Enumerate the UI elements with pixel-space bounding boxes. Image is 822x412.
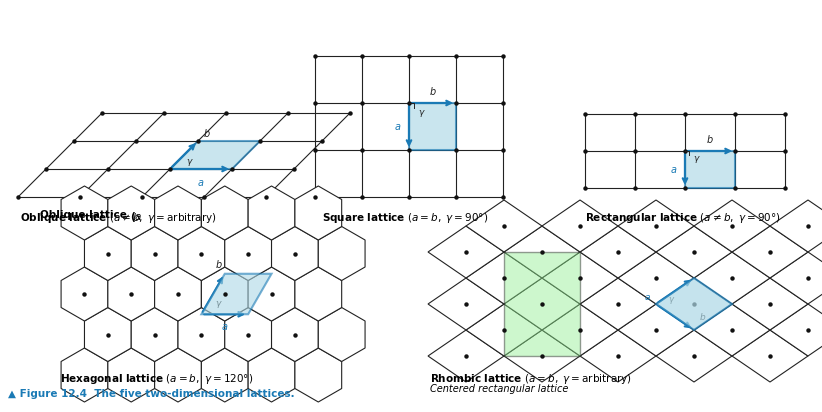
Polygon shape [155,267,201,321]
Polygon shape [656,226,732,278]
Text: $a$: $a$ [644,293,651,302]
Polygon shape [248,186,295,240]
Polygon shape [580,330,656,382]
Polygon shape [732,226,808,278]
Polygon shape [694,304,770,356]
Polygon shape [295,186,342,240]
Text: ($a $: ($a $ [130,210,142,224]
Polygon shape [770,304,822,356]
Polygon shape [656,278,732,330]
Polygon shape [504,330,580,382]
Polygon shape [580,226,656,278]
Text: Centered rectangular lattice: Centered rectangular lattice [430,384,568,394]
Polygon shape [248,267,295,321]
Polygon shape [542,200,618,252]
Text: Oblique lattice: Oblique lattice [39,210,130,220]
Text: $a$: $a$ [221,322,229,332]
Polygon shape [271,307,318,361]
Polygon shape [85,307,132,361]
Polygon shape [618,252,694,304]
Text: $\gamma$: $\gamma$ [418,108,426,119]
Polygon shape [170,141,260,169]
Polygon shape [580,278,656,330]
Polygon shape [248,348,295,402]
Polygon shape [428,278,504,330]
Polygon shape [201,274,271,314]
Polygon shape [318,307,365,361]
Polygon shape [694,252,770,304]
Polygon shape [770,252,822,304]
Polygon shape [618,304,694,356]
Polygon shape [466,304,542,356]
Text: $a$: $a$ [670,164,677,175]
Polygon shape [201,267,248,321]
Text: $\gamma$: $\gamma$ [668,295,676,306]
Polygon shape [542,252,618,304]
Text: $\mathbf{Rectangular\ lattice}$ $(a \neq b,\ \gamma = 90°)$: $\mathbf{Rectangular\ lattice}$ $(a \neq… [585,211,781,225]
Polygon shape [685,151,735,188]
Text: $\gamma$: $\gamma$ [215,299,223,310]
Text: $\mathbf{Rhombic\ lattice}$ $(a = b,\ \gamma = \mathrm{arbitrary})$: $\mathbf{Rhombic\ lattice}$ $(a = b,\ \g… [430,372,632,386]
Polygon shape [108,267,155,321]
Polygon shape [224,307,271,361]
Polygon shape [224,227,271,281]
Text: $\mathbf{Hexagonal\ lattice}$ $(a = b,\ \gamma = 120°)$: $\mathbf{Hexagonal\ lattice}$ $(a = b,\ … [60,372,253,386]
Bar [504,252,580,356]
Text: $\gamma$: $\gamma$ [186,157,194,168]
Polygon shape [618,200,694,252]
Polygon shape [108,348,155,402]
Polygon shape [409,103,456,150]
Text: $\gamma$: $\gamma$ [693,154,700,165]
Text: $b$: $b$ [428,85,436,97]
Polygon shape [108,186,155,240]
Polygon shape [542,304,618,356]
Polygon shape [770,200,822,252]
Polygon shape [504,226,580,278]
Polygon shape [155,348,201,402]
Text: ▲ Figure 12.4  The five two-dimensional lattices.: ▲ Figure 12.4 The five two-dimensional l… [8,389,294,399]
Text: $a$: $a$ [394,122,401,131]
Text: $b$: $b$ [203,127,210,139]
Polygon shape [732,330,808,382]
Text: $b$: $b$ [215,258,223,270]
Polygon shape [61,267,108,321]
Polygon shape [732,278,808,330]
Polygon shape [428,330,504,382]
Polygon shape [201,186,248,240]
Polygon shape [178,227,224,281]
Polygon shape [656,330,732,382]
Polygon shape [61,186,108,240]
Polygon shape [428,226,504,278]
Polygon shape [504,278,580,330]
Text: $b$: $b$ [706,133,713,145]
Text: $a$: $a$ [197,178,205,188]
Polygon shape [295,348,342,402]
Polygon shape [201,348,248,402]
Polygon shape [318,227,365,281]
Polygon shape [466,252,542,304]
Polygon shape [295,267,342,321]
Polygon shape [271,227,318,281]
Text: $\mathbf{Oblique\ lattice}$ $(a \neq b,\ \gamma = \mathrm{arbitrary})$: $\mathbf{Oblique\ lattice}$ $(a \neq b,\… [20,211,217,225]
Polygon shape [85,227,132,281]
Polygon shape [656,278,732,330]
Polygon shape [694,200,770,252]
Polygon shape [178,307,224,361]
Polygon shape [61,348,108,402]
Polygon shape [466,200,542,252]
Text: $b$: $b$ [699,311,706,323]
Polygon shape [132,227,178,281]
Text: $\mathbf{Square\ lattice}$ $(a = b,\ \gamma = 90°)$: $\mathbf{Square\ lattice}$ $(a = b,\ \ga… [322,211,488,225]
Polygon shape [155,186,201,240]
Polygon shape [132,307,178,361]
